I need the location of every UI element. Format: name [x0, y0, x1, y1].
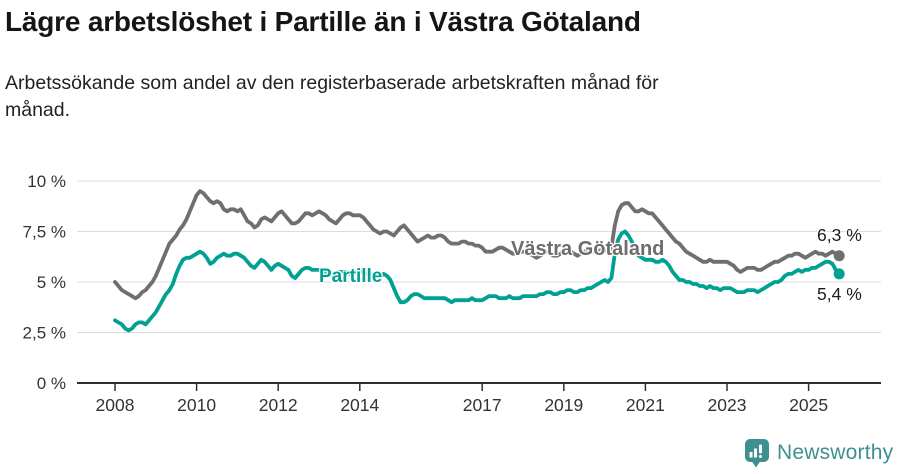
- end-dot-partille: [833, 268, 845, 280]
- y-tick-label: 7,5 %: [23, 223, 66, 242]
- x-tick-label: 2023: [708, 395, 747, 415]
- x-tick-label: 2012: [259, 395, 298, 415]
- end-value-vastra-gotaland: 6,3 %: [817, 225, 862, 245]
- chart-subtitle: Arbetssökande som andel av den registerb…: [5, 72, 659, 121]
- y-tick-label: 5 %: [37, 273, 66, 292]
- newsworthy-wordmark: Newsworthy: [777, 441, 894, 464]
- x-tick-label: 2025: [789, 395, 828, 415]
- x-tick-label: 2010: [177, 395, 216, 415]
- end-value-partille: 5,4 %: [817, 284, 862, 304]
- series-line-partille: [113, 229, 842, 333]
- newsworthy-marker-icon: [745, 439, 769, 468]
- end-dot-v-stra-g-taland: [833, 250, 845, 262]
- x-tick-label: 2008: [96, 395, 135, 415]
- y-tick-label: 2,5 %: [23, 324, 66, 343]
- y-tick-label: 0 %: [37, 374, 66, 393]
- x-tick-label: 2014: [340, 395, 379, 415]
- series-label-vastra-gotaland: Västra Götaland: [511, 238, 665, 260]
- x-tick-label: 2017: [463, 395, 502, 415]
- y-tick-label: 10 %: [27, 172, 66, 191]
- x-tick-label: 2021: [626, 395, 665, 415]
- bar-chart-glyph: [749, 452, 753, 458]
- exclamation-glyph: [759, 444, 762, 454]
- chart-title: Lägre arbetslöshet i Partille än i Västr…: [5, 6, 641, 37]
- newsworthy-logo: Newsworthy: [744, 438, 893, 468]
- x-tick-label: 2019: [544, 395, 583, 415]
- series-line-v-stra-g-taland: [113, 189, 842, 301]
- series-label-partille: Partille: [319, 266, 383, 287]
